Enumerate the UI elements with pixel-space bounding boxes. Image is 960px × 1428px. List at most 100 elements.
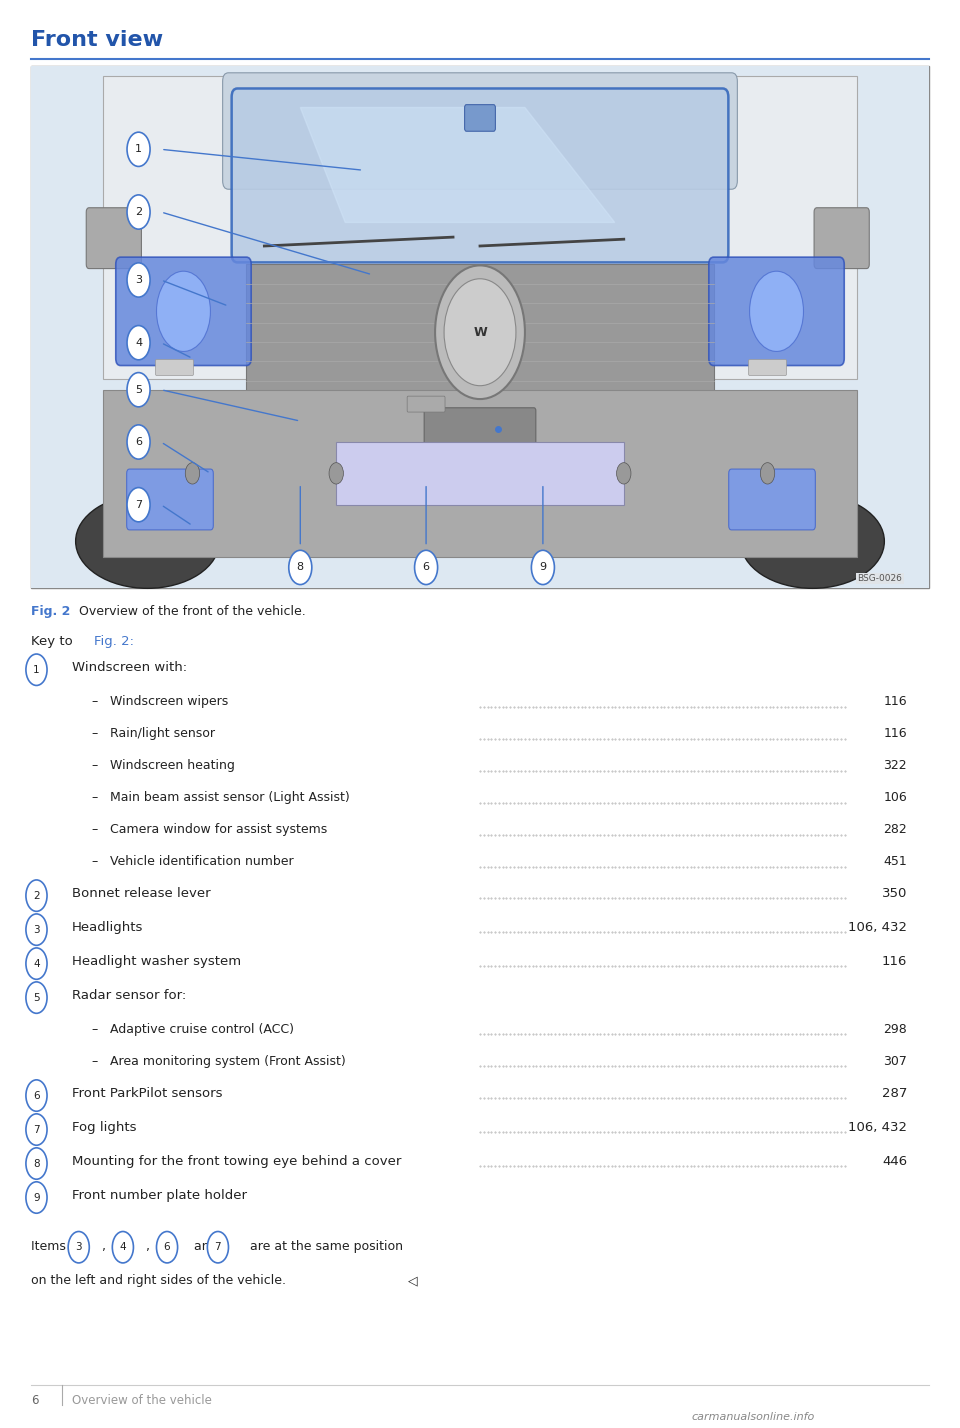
Circle shape bbox=[26, 654, 47, 685]
Circle shape bbox=[26, 1114, 47, 1145]
Text: –: – bbox=[91, 791, 97, 804]
FancyBboxPatch shape bbox=[247, 264, 713, 400]
Text: 106, 432: 106, 432 bbox=[849, 921, 907, 934]
FancyBboxPatch shape bbox=[336, 443, 624, 504]
FancyBboxPatch shape bbox=[103, 390, 857, 557]
Circle shape bbox=[760, 463, 775, 484]
Text: 446: 446 bbox=[882, 1155, 907, 1168]
Circle shape bbox=[26, 982, 47, 1014]
Text: 1: 1 bbox=[135, 144, 142, 154]
Text: and: and bbox=[190, 1240, 222, 1254]
Text: –: – bbox=[91, 1022, 97, 1037]
Text: 6: 6 bbox=[135, 437, 142, 447]
Ellipse shape bbox=[740, 494, 884, 588]
Text: 4: 4 bbox=[34, 958, 39, 968]
Text: 3: 3 bbox=[76, 1242, 82, 1252]
Circle shape bbox=[127, 487, 150, 521]
Text: 116: 116 bbox=[883, 695, 907, 708]
Text: Overview of the front of the vehicle.: Overview of the front of the vehicle. bbox=[79, 605, 305, 618]
Circle shape bbox=[156, 271, 210, 351]
Text: 6: 6 bbox=[31, 1394, 38, 1407]
Circle shape bbox=[26, 1080, 47, 1111]
Circle shape bbox=[26, 914, 47, 945]
Text: Fig. 2: Fig. 2 bbox=[31, 605, 70, 618]
Text: Vehicle identification number: Vehicle identification number bbox=[110, 855, 294, 868]
Text: –: – bbox=[91, 823, 97, 837]
Text: Camera window for assist systems: Camera window for assist systems bbox=[110, 823, 327, 837]
Text: 6: 6 bbox=[164, 1242, 170, 1252]
Text: Radar sensor for:: Radar sensor for: bbox=[72, 990, 186, 1002]
Text: Windscreen wipers: Windscreen wipers bbox=[110, 695, 228, 708]
Text: W: W bbox=[473, 326, 487, 338]
Text: 6: 6 bbox=[422, 563, 429, 573]
Text: 282: 282 bbox=[883, 823, 907, 837]
FancyBboxPatch shape bbox=[407, 396, 445, 413]
Circle shape bbox=[185, 463, 200, 484]
Text: 5: 5 bbox=[34, 992, 39, 1002]
Text: 350: 350 bbox=[882, 887, 907, 900]
Text: Adaptive cruise control (ACC): Adaptive cruise control (ACC) bbox=[110, 1022, 295, 1037]
Circle shape bbox=[415, 550, 438, 584]
Text: 451: 451 bbox=[883, 855, 907, 868]
Text: –: – bbox=[91, 855, 97, 868]
Text: 4: 4 bbox=[120, 1242, 126, 1252]
Circle shape bbox=[156, 1231, 178, 1262]
Circle shape bbox=[127, 263, 150, 297]
Text: –: – bbox=[91, 727, 97, 740]
FancyBboxPatch shape bbox=[465, 104, 495, 131]
FancyBboxPatch shape bbox=[231, 89, 729, 263]
Text: carmanualsonline.info: carmanualsonline.info bbox=[691, 1412, 814, 1422]
Text: Front number plate holder: Front number plate holder bbox=[72, 1190, 247, 1202]
FancyBboxPatch shape bbox=[86, 207, 141, 268]
Circle shape bbox=[127, 373, 150, 407]
Text: Key to: Key to bbox=[31, 635, 77, 648]
Text: Front view: Front view bbox=[31, 30, 163, 50]
Circle shape bbox=[750, 271, 804, 351]
FancyBboxPatch shape bbox=[729, 468, 815, 530]
Circle shape bbox=[127, 133, 150, 167]
Text: Headlight washer system: Headlight washer system bbox=[72, 955, 241, 968]
Text: Fig. 2:: Fig. 2: bbox=[94, 635, 134, 648]
Text: –: – bbox=[91, 695, 97, 708]
Text: 298: 298 bbox=[883, 1022, 907, 1037]
FancyBboxPatch shape bbox=[223, 73, 737, 190]
FancyBboxPatch shape bbox=[749, 360, 786, 376]
Text: Fog lights: Fog lights bbox=[72, 1121, 136, 1134]
Circle shape bbox=[532, 550, 555, 584]
Circle shape bbox=[444, 278, 516, 386]
Text: 3: 3 bbox=[34, 924, 39, 935]
Text: –: – bbox=[91, 760, 97, 773]
Circle shape bbox=[68, 1231, 89, 1262]
Text: 6: 6 bbox=[34, 1091, 39, 1101]
Circle shape bbox=[616, 463, 631, 484]
Text: on the left and right sides of the vehicle.: on the left and right sides of the vehic… bbox=[31, 1274, 286, 1288]
Text: 322: 322 bbox=[883, 760, 907, 773]
Text: BSG-0026: BSG-0026 bbox=[857, 574, 902, 583]
Text: 116: 116 bbox=[883, 727, 907, 740]
Text: Windscreen heating: Windscreen heating bbox=[110, 760, 235, 773]
Text: ◁: ◁ bbox=[408, 1274, 418, 1288]
Circle shape bbox=[26, 1148, 47, 1180]
Text: Overview of the vehicle: Overview of the vehicle bbox=[72, 1394, 212, 1407]
Text: 287: 287 bbox=[882, 1087, 907, 1100]
FancyBboxPatch shape bbox=[708, 257, 844, 366]
Circle shape bbox=[435, 266, 525, 398]
Text: Bonnet release lever: Bonnet release lever bbox=[72, 887, 210, 900]
Text: 9: 9 bbox=[540, 563, 546, 573]
Text: Items: Items bbox=[31, 1240, 69, 1254]
Text: Front ParkPilot sensors: Front ParkPilot sensors bbox=[72, 1087, 223, 1100]
Text: Main beam assist sensor (Light Assist): Main beam assist sensor (Light Assist) bbox=[110, 791, 350, 804]
Text: 3: 3 bbox=[135, 276, 142, 286]
Text: 8: 8 bbox=[34, 1158, 39, 1168]
Text: Headlights: Headlights bbox=[72, 921, 143, 934]
FancyBboxPatch shape bbox=[814, 207, 869, 268]
Text: 5: 5 bbox=[135, 384, 142, 394]
Text: 7: 7 bbox=[215, 1242, 221, 1252]
Polygon shape bbox=[300, 107, 614, 223]
Text: 8: 8 bbox=[297, 563, 304, 573]
Ellipse shape bbox=[76, 494, 220, 588]
FancyBboxPatch shape bbox=[424, 408, 536, 446]
Circle shape bbox=[289, 550, 312, 584]
Text: 9: 9 bbox=[34, 1192, 39, 1202]
Text: 4: 4 bbox=[135, 337, 142, 347]
